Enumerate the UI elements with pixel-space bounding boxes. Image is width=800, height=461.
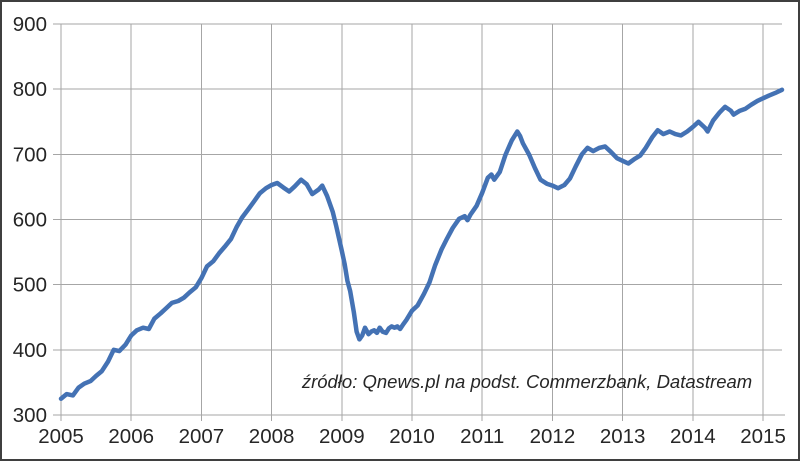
source-annotation: źródło: Qnews.pl na podst. Commerzbank, … [301,371,753,392]
y-axis-tick-label: 900 [13,13,47,36]
data-series-line [58,87,785,401]
x-axis-tick-label: 2005 [38,425,84,448]
y-axis-tick-label: 700 [13,143,47,166]
x-axis-tick-label: 2012 [530,425,576,448]
y-axis-tick-label: 600 [13,209,47,232]
x-axis-tick-label: 2015 [740,425,786,448]
x-axis-tick-label: 2008 [249,425,295,448]
y-axis-tick-label: 500 [13,274,47,297]
x-axis-tick-label: 2006 [108,425,154,448]
y-axis-tick-label: 300 [13,404,47,427]
x-axis-tick-label: 2011 [460,425,504,448]
y-axis-tick-label: 400 [13,339,47,362]
x-axis-tick-label: 2014 [670,425,716,448]
x-axis-tick-label: 2009 [319,425,365,448]
x-axis-tick-label: 2013 [600,425,646,448]
x-axis-tick-label: 2010 [389,425,435,448]
x-axis-tick-label: 2007 [179,425,225,448]
y-axis-tick-label: 800 [13,78,47,101]
